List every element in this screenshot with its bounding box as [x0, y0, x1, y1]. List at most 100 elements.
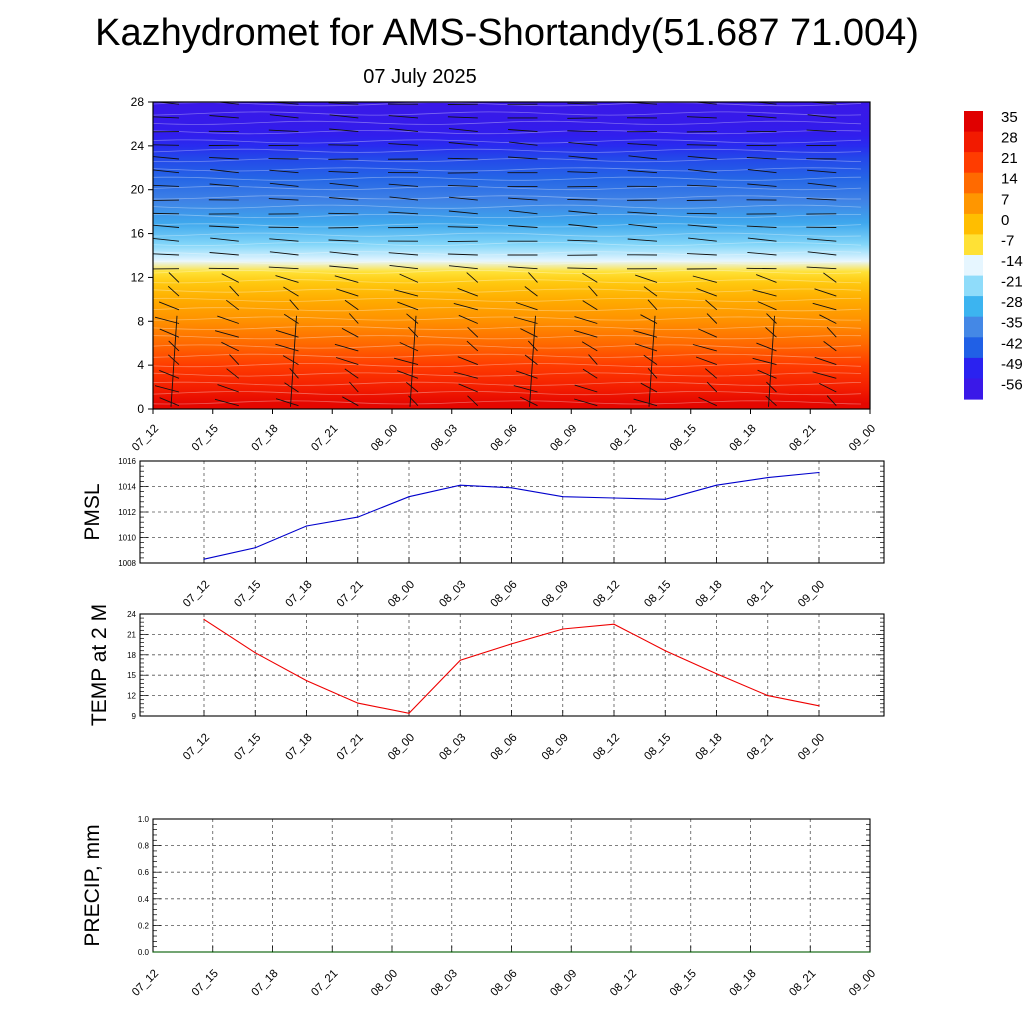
pmsl-panel: 1008 1010 1012 1014 1016 07_12 07_15 07_18 07_21…: [81, 457, 885, 610]
wind-barb: [269, 182, 299, 187]
x-tick-label: 07_12: [130, 968, 161, 999]
wind-barb: [635, 274, 658, 283]
colorbar-swatch: [964, 234, 983, 256]
wind-barb: [819, 314, 837, 324]
wind-barb: [588, 285, 598, 297]
wind-barb: [568, 210, 598, 215]
wind-barb: [757, 369, 777, 379]
wind-barb: [268, 198, 299, 201]
wind-barb: [448, 128, 478, 133]
x-tick-label: 08_15: [642, 732, 673, 763]
isotherm-line: [153, 363, 862, 368]
wind-barb: [698, 396, 717, 407]
wind-barb: [389, 196, 419, 201]
isotherm-line: [153, 391, 862, 396]
wind-barb: [167, 285, 180, 297]
temp2m-panel: 9 12 15 18 21 24 07_12 07_15 07_18 07_21 08_00 08_0…: [88, 604, 885, 763]
wind-barb: [524, 354, 538, 365]
x-tick-label: 08_12: [608, 968, 639, 999]
wind-barb: [643, 354, 658, 365]
wind-barb: [826, 395, 837, 407]
wind-barb: [388, 115, 419, 119]
wind-barb: [628, 223, 658, 228]
wind-barb: [393, 357, 419, 366]
x-tick-label: 08_12: [608, 423, 639, 454]
wind-barb: [342, 396, 359, 407]
wind-barb: [582, 368, 598, 379]
colorbar-swatch: [964, 193, 983, 215]
wind-barb: [692, 275, 717, 283]
y-tick-label: 1012: [118, 508, 136, 517]
isotherm-line: [153, 102, 862, 107]
x-tick-label: 08_15: [642, 579, 673, 610]
x-tick-label: 07_15: [232, 732, 263, 763]
wind-barb: [766, 313, 777, 324]
x-tick-label: 08_06: [489, 968, 520, 999]
wind-barb: [765, 395, 777, 407]
wind-barb: [393, 289, 419, 297]
wind-barb: [574, 316, 598, 324]
colorbar-label: -42: [1001, 335, 1023, 352]
wind-barb: [389, 127, 419, 133]
wind-barb: [167, 354, 180, 365]
colorbar-label: -56: [1001, 376, 1023, 393]
wind-barb: [153, 169, 180, 174]
wind-barb: [328, 102, 359, 105]
wind-barb: [406, 381, 419, 393]
wind-barb: [217, 384, 239, 393]
wind-barb: [581, 341, 598, 352]
isotherm-line: [153, 204, 862, 209]
isotherm-line: [153, 130, 862, 135]
wind-barb: [467, 326, 479, 338]
wind-barb: [752, 357, 777, 366]
colorbar-label: -7: [1001, 232, 1014, 249]
wind-barb: [627, 238, 658, 242]
colorbar-swatch: [964, 337, 983, 359]
wind-barb: [705, 299, 718, 311]
wind-barb: [696, 287, 717, 297]
wind-barb: [153, 224, 180, 228]
data-point: [715, 484, 718, 486]
colorbar-swatch: [964, 172, 983, 194]
x-tick-label: 08_03: [429, 968, 460, 999]
wind-barb: [752, 289, 777, 297]
wind-barb: [519, 396, 538, 407]
colorbar-label: -14: [1001, 253, 1023, 270]
y-tick-label: 16: [131, 227, 145, 241]
data-point: [451, 951, 453, 953]
colorbar-label: -35: [1001, 315, 1023, 332]
wind-barb: [226, 368, 240, 379]
wind-barb: [448, 142, 478, 146]
y-axis-label: TEMP at 2 M: [88, 604, 111, 726]
data-point: [459, 659, 461, 661]
x-tick-label: 08_21: [787, 423, 818, 454]
y-tick-label: 1016: [118, 457, 136, 466]
wind-barb: [574, 384, 598, 393]
wind-barb: [705, 368, 718, 379]
isotherm-line: [153, 260, 862, 265]
isotherm-line: [153, 195, 861, 200]
wind-barb: [168, 272, 180, 283]
y-tick-label: 0.8: [138, 842, 150, 851]
y-tick-label: 1.0: [138, 815, 150, 824]
colorbar-swatch: [964, 131, 983, 153]
wind-barb: [627, 143, 658, 146]
wind-barb: [290, 315, 297, 407]
data-point: [408, 712, 410, 714]
wind-barb: [807, 182, 837, 187]
wind-barb: [812, 302, 837, 311]
wind-barb: [153, 212, 180, 215]
x-tick-label: 09_00: [796, 732, 827, 763]
isotherm-line: [153, 176, 862, 181]
wind-barb: [687, 224, 717, 228]
y-tick-label: 18: [127, 651, 136, 660]
x-tick-label: 08_09: [540, 579, 571, 610]
wind-barb: [209, 225, 239, 228]
wind-barb: [746, 157, 777, 160]
wind-barb: [823, 341, 837, 352]
wind-barb: [153, 144, 180, 146]
wind-barb: [627, 170, 658, 174]
data-point: [664, 498, 666, 500]
wind-barb: [447, 184, 478, 187]
isotherm-line: [153, 269, 862, 274]
